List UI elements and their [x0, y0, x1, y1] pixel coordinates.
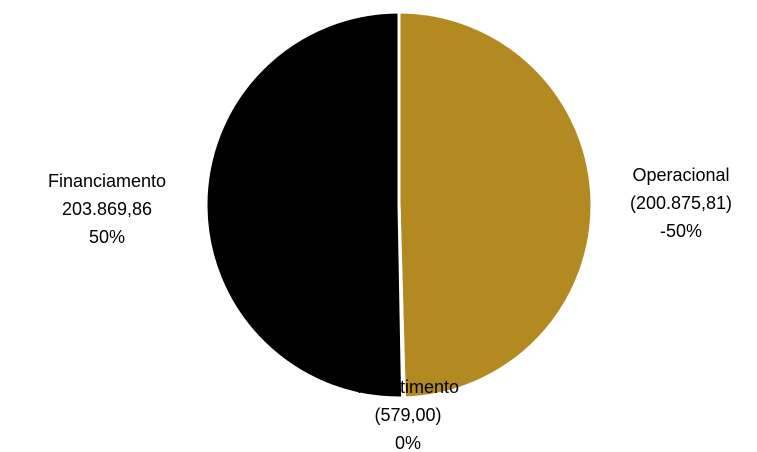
label-investimento-value: (579,00)	[374, 405, 441, 425]
label-financiamento: Financiamento 203.869,86 50%	[48, 171, 166, 247]
label-financiamento-value: 203.869,86	[62, 199, 152, 219]
label-financiamento-name: Financiamento	[48, 171, 166, 191]
pie-slice-financiamento	[204, 10, 405, 400]
pie-slice-operacional	[397, 10, 594, 400]
pie-slices	[204, 10, 594, 400]
label-operacional-value: (200.875,81)	[630, 193, 732, 213]
label-operacional: Operacional (200.875,81) -50%	[630, 165, 732, 241]
label-investimento: Investimento (579,00) 0%	[357, 377, 459, 452]
label-investimento-name: Investimento	[357, 377, 459, 397]
label-operacional-name: Operacional	[632, 165, 729, 185]
label-operacional-percent: -50%	[660, 221, 702, 241]
label-financiamento-percent: 50%	[89, 227, 125, 247]
label-investimento-percent: 0%	[395, 433, 421, 452]
